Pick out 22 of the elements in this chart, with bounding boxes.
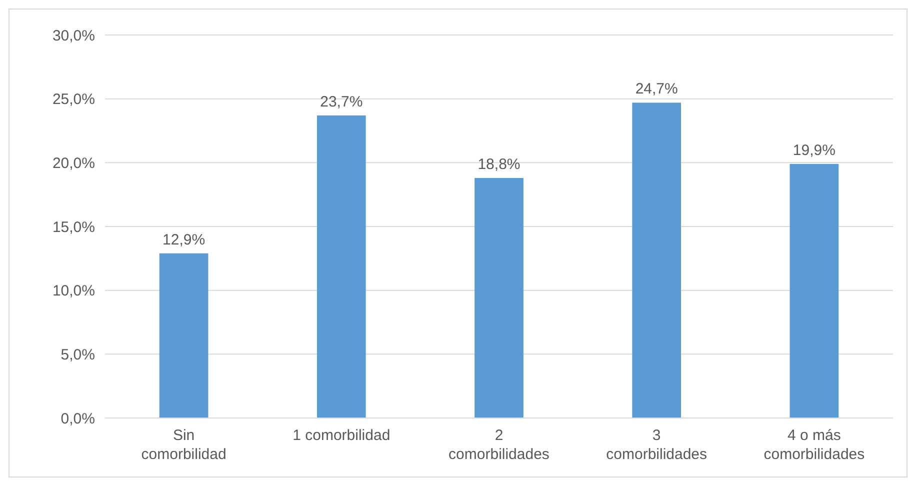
y-tick-label: 5,0% xyxy=(60,346,95,364)
y-tick-label: 25,0% xyxy=(52,91,95,108)
y-tick-label: 20,0% xyxy=(52,154,95,172)
x-tick-label: 1 comorbilidad xyxy=(292,427,390,444)
x-tick-label: Sin comorbilidad xyxy=(141,427,226,463)
x-tick-label: 4 o más comorbilidades xyxy=(764,427,865,463)
bar xyxy=(474,178,524,418)
x-tick-label: 3 comorbilidades xyxy=(606,427,708,463)
x-tick-label: 2 comorbilidades xyxy=(448,427,550,463)
bar xyxy=(632,102,682,418)
y-tick-label: 10,0% xyxy=(52,282,95,300)
bar xyxy=(159,253,208,418)
y-tick-label: 30,0% xyxy=(52,27,95,44)
data-label: 19,9% xyxy=(792,142,836,159)
data-label: 12,9% xyxy=(162,231,206,248)
y-tick-label: 0,0% xyxy=(60,410,95,428)
data-label: 18,8% xyxy=(478,156,520,173)
data-label: 23,7% xyxy=(320,93,363,110)
data-label: 24,7% xyxy=(635,80,678,98)
bar xyxy=(790,164,839,418)
bar xyxy=(316,115,366,418)
y-tick-label: 15,0% xyxy=(52,218,95,236)
